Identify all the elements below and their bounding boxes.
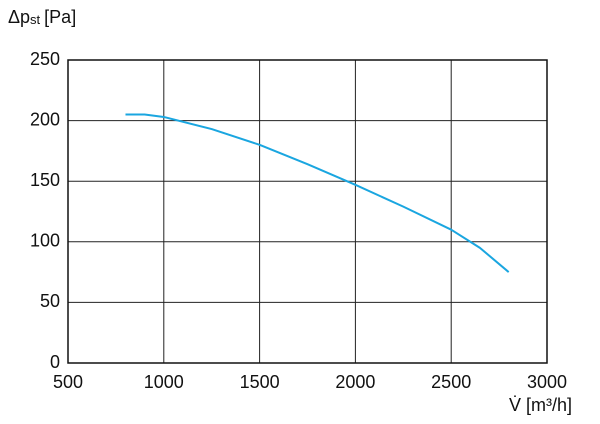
x-tick-label: 500 [53,372,83,392]
x-tick-label: 2500 [431,372,471,392]
y-axis-label: Δpst [Pa] [8,7,76,28]
y-label-subscript: st [30,12,41,27]
curve [125,113,510,273]
y-label-symbol: Δp [8,7,30,27]
y-tick-label: 150 [30,170,60,190]
y-tick-label: 100 [30,231,60,251]
x-axis-label: V̇ [m³/h] [509,395,572,415]
y-label-unit: [Pa] [44,7,76,27]
y-tick-label: 250 [30,49,60,69]
x-tick-label: 2000 [335,372,375,392]
y-tick-label: 50 [40,291,60,311]
y-tick-label: 200 [30,109,60,129]
plot-frame [67,59,548,364]
y-tick-label: 0 [50,352,60,372]
x-tick-label: 1000 [144,372,184,392]
x-tick-label: 3000 [527,372,567,392]
x-tick-label: 1500 [240,372,280,392]
